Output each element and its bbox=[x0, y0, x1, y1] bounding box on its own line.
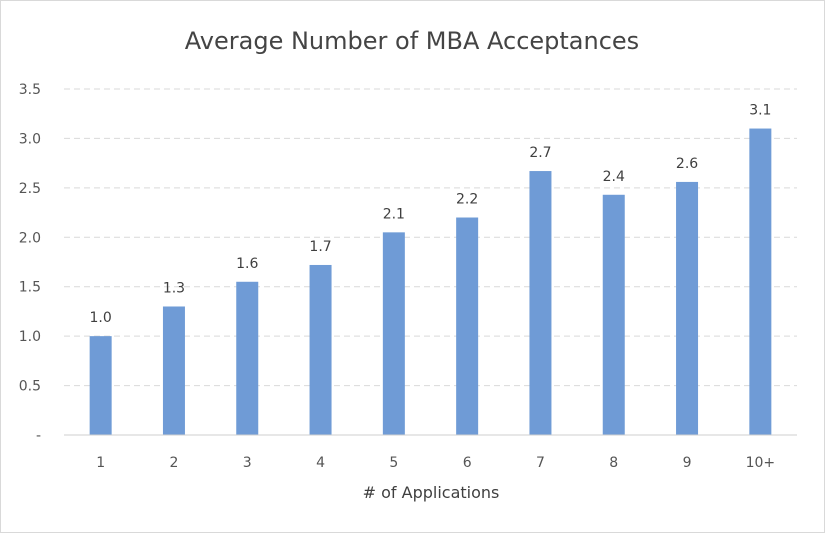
x-tick-label: 9 bbox=[683, 455, 692, 471]
bar bbox=[382, 232, 405, 435]
data-label: 2.6 bbox=[676, 156, 698, 172]
chart-title: Average Number of MBA Acceptances bbox=[185, 27, 639, 55]
x-axis: 1 2 3 4 5 6 7 8 9 10+ bbox=[64, 434, 797, 471]
x-tick-label: 6 bbox=[463, 455, 472, 471]
gridlines bbox=[64, 88, 797, 387]
data-labels: 1.0 1.3 1.6 1.7 2.1 2.2 2.7 2.4 2.6 3.1 bbox=[90, 103, 772, 327]
bar bbox=[236, 281, 259, 435]
y-axis: - 0.5 1.0 1.5 2.0 2.5 3.0 3.5 bbox=[19, 82, 41, 444]
bar bbox=[89, 336, 112, 435]
x-tick-label: 5 bbox=[389, 455, 398, 471]
bars bbox=[89, 128, 772, 435]
data-label: 2.2 bbox=[456, 192, 478, 208]
x-tick-label: 10+ bbox=[746, 455, 776, 471]
x-axis-title: # of Applications bbox=[363, 483, 500, 502]
data-label: 1.6 bbox=[236, 256, 258, 272]
y-tick-label: 3.5 bbox=[19, 82, 41, 98]
data-label: 2.1 bbox=[383, 206, 405, 222]
bar bbox=[529, 171, 552, 435]
bar bbox=[162, 306, 185, 435]
bar bbox=[749, 128, 772, 435]
data-label: 1.0 bbox=[90, 310, 112, 326]
x-tick-label: 2 bbox=[169, 455, 178, 471]
data-label: 2.4 bbox=[603, 169, 625, 185]
bar bbox=[456, 217, 479, 435]
data-label: 1.3 bbox=[163, 280, 185, 296]
y-tick-label: 0.5 bbox=[19, 379, 41, 395]
x-tick-label: 4 bbox=[316, 455, 325, 471]
y-tick-label: 2.0 bbox=[19, 230, 41, 246]
y-tick-label: 3.0 bbox=[19, 131, 41, 147]
data-label: 3.1 bbox=[749, 103, 771, 119]
y-tick-label: 1.5 bbox=[19, 280, 41, 296]
bar bbox=[676, 181, 699, 435]
y-tick-label: - bbox=[36, 428, 41, 444]
bar bbox=[602, 194, 625, 435]
x-tick-label: 3 bbox=[243, 455, 252, 471]
x-tick-label: 8 bbox=[609, 455, 618, 471]
data-label: 1.7 bbox=[309, 239, 331, 255]
y-tick-label: 1.0 bbox=[19, 329, 41, 345]
x-tick-label: 1 bbox=[96, 455, 105, 471]
data-label: 2.7 bbox=[529, 145, 551, 161]
bar bbox=[309, 264, 332, 435]
y-tick-label: 2.5 bbox=[19, 181, 41, 197]
x-tick-label: 7 bbox=[536, 455, 545, 471]
